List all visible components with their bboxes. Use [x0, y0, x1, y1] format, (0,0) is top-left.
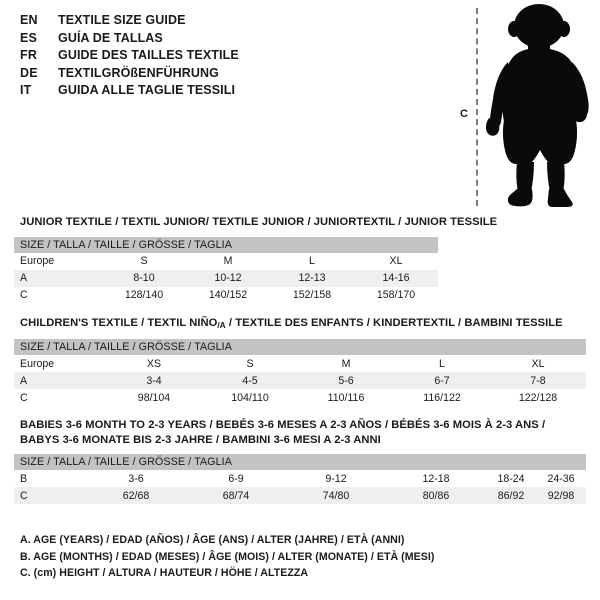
cell: 14-16	[354, 269, 439, 287]
cell: XL	[490, 355, 587, 373]
legend-row-c: C. (cm) HEIGHT / ALTURA / HAUTEUR / HÖHE…	[20, 567, 309, 579]
cell: L	[270, 252, 354, 270]
table-row: C 128/140 140/152 152/158 158/170	[14, 286, 439, 304]
cell: 12-18	[386, 470, 486, 487]
table-row: C 62/68 68/74 74/80 80/86 86/92 92/98	[14, 487, 586, 504]
cell: 10-12	[186, 269, 270, 287]
cell: 6-9	[186, 470, 286, 487]
language-title: GUÍA DE TALLAS	[58, 30, 163, 45]
cell: 3-4	[106, 372, 202, 390]
language-code: IT	[20, 83, 32, 97]
section-title-children-pre: CHILDREN'S TEXTILE / TEXTIL NIÑO	[20, 317, 218, 329]
table-row: C 98/104 104/110 110/116 116/122 122/128	[14, 389, 587, 407]
row-label: C	[14, 286, 102, 304]
row-label: Europe	[14, 355, 106, 373]
table-row: A 3-4 4-5 5-6 6-7 7-8	[14, 372, 587, 390]
table-children-textile: SIZE / TALLA / TAILLE / GRÖSSE / TAGLIA …	[14, 339, 587, 407]
cell: 86/92	[486, 487, 536, 504]
language-code: DE	[20, 65, 38, 80]
section-babies-textile: BABIES 3-6 MONTH TO 2-3 YEARS / BEBÉS 3-…	[14, 418, 586, 504]
language-code: ES	[20, 30, 38, 45]
row-label: Europe	[14, 252, 102, 270]
table-junior-textile: SIZE / TALLA / TAILLE / GRÖSSE / TAGLIA …	[14, 236, 439, 304]
cell: 7-8	[490, 372, 587, 390]
cell: S	[102, 252, 186, 270]
language-title: GUIDE DES TAILLES TEXTILE	[58, 48, 239, 62]
cell: 128/140	[102, 286, 186, 304]
cell: 110/116	[298, 389, 394, 407]
cell: XS	[106, 355, 202, 373]
cell: 98/104	[106, 389, 202, 407]
cell: 5-6	[298, 372, 394, 390]
table-header-row: SIZE / TALLA / TAILLE / GRÖSSE / TAGLIA	[14, 236, 439, 253]
section-title-babies-line2: BABYS 3-6 MONATE BIS 2-3 JAHRE / BAMBINI…	[20, 433, 381, 446]
height-measure-label: C	[460, 108, 468, 120]
section-junior-textile: JUNIOR TEXTILE / TEXTIL JUNIOR/ TEXTILE …	[14, 215, 497, 304]
row-label: A	[14, 372, 106, 390]
language-title: TEXTILE SIZE GUIDE	[58, 13, 186, 27]
cell: M	[186, 252, 270, 270]
section-title-children-sub: /A	[217, 319, 226, 330]
legend-block: A. AGE (YEARS) / EDAD (AÑOS) / ÂGE (ANS)…	[20, 532, 580, 582]
language-row: IT GUIDA ALLE TAGLIE TESSILI	[20, 83, 440, 101]
cell: 80/86	[386, 487, 486, 504]
cell: 152/158	[270, 286, 354, 304]
cell: 92/98	[536, 487, 586, 504]
language-title-block: EN TEXTILE SIZE GUIDE ES GUÍA DE TALLAS …	[20, 13, 440, 101]
height-illustration: C	[440, 4, 600, 209]
size-header-label: SIZE / TALLA / TAILLE / GRÖSSE / TAGLIA	[14, 454, 586, 470]
toddler-silhouette-icon	[485, 4, 589, 207]
row-label: C	[14, 487, 86, 504]
cell: M	[298, 355, 394, 373]
cell: 9-12	[286, 470, 386, 487]
cell: 122/128	[490, 389, 587, 407]
row-label: B	[14, 470, 86, 487]
cell: 62/68	[86, 487, 186, 504]
language-row: ES GUÍA DE TALLAS	[20, 31, 440, 49]
table-row: Europe XS S M L XL	[14, 355, 587, 373]
table-babies-textile: SIZE / TALLA / TAILLE / GRÖSSE / TAGLIA …	[14, 454, 586, 504]
cell: L	[394, 355, 490, 373]
cell: 8-10	[102, 269, 186, 287]
table-row: A 8-10 10-12 12-13 14-16	[14, 269, 439, 287]
cell: 3-6	[86, 470, 186, 487]
language-code: FR	[20, 48, 38, 62]
language-row: DE TEXTILGRÖßENFÜHRUNG	[20, 66, 440, 84]
section-title-children: CHILDREN'S TEXTILE / TEXTIL NIÑO/A / TEX…	[20, 316, 586, 332]
language-title: GUIDA ALLE TAGLIE TESSILI	[58, 83, 236, 97]
section-title-babies-line1: BABIES 3-6 MONTH TO 2-3 YEARS / BEBÉS 3-…	[20, 419, 546, 431]
size-header-label: SIZE / TALLA / TAILLE / GRÖSSE / TAGLIA	[14, 236, 439, 253]
cell: 12-13	[270, 269, 354, 287]
cell: 158/170	[354, 286, 439, 304]
row-label: C	[14, 389, 106, 407]
table-row: B 3-6 6-9 9-12 12-18 18-24 24-36	[14, 470, 586, 487]
row-label: A	[14, 269, 102, 287]
section-title-junior: JUNIOR TEXTILE / TEXTIL JUNIOR/ TEXTILE …	[20, 216, 498, 228]
cell: S	[202, 355, 298, 373]
cell: 6-7	[394, 372, 490, 390]
cell: 18-24	[486, 470, 536, 487]
language-row: FR GUIDE DES TAILLES TEXTILE	[20, 48, 440, 66]
legend-row-a: A. AGE (YEARS) / EDAD (AÑOS) / ÂGE (ANS)…	[20, 534, 405, 546]
language-code: EN	[20, 13, 38, 27]
table-header-row: SIZE / TALLA / TAILLE / GRÖSSE / TAGLIA	[14, 339, 587, 356]
section-title-children-post: / TEXTILE DES ENFANTS / KINDERTEXTIL / B…	[225, 317, 563, 329]
language-title: TEXTILGRÖßENFÜHRUNG	[58, 65, 219, 80]
cell: 116/122	[394, 389, 490, 407]
legend-row-b: B. AGE (MONTHS) / EDAD (MESES) / ÂGE (MO…	[20, 550, 435, 563]
table-header-row: SIZE / TALLA / TAILLE / GRÖSSE / TAGLIA	[14, 454, 586, 470]
table-row: Europe S M L XL	[14, 252, 439, 270]
cell: 140/152	[186, 286, 270, 304]
language-row: EN TEXTILE SIZE GUIDE	[20, 13, 440, 31]
section-children-textile: CHILDREN'S TEXTILE / TEXTIL NIÑO/A / TEX…	[14, 316, 587, 407]
cell: XL	[354, 252, 439, 270]
cell: 74/80	[286, 487, 386, 504]
cell: 104/110	[202, 389, 298, 407]
size-header-label: SIZE / TALLA / TAILLE / GRÖSSE / TAGLIA	[14, 339, 587, 356]
height-dashed-line	[476, 8, 478, 206]
cell: 68/74	[186, 487, 286, 504]
cell: 4-5	[202, 372, 298, 390]
cell: 24-36	[536, 470, 586, 487]
